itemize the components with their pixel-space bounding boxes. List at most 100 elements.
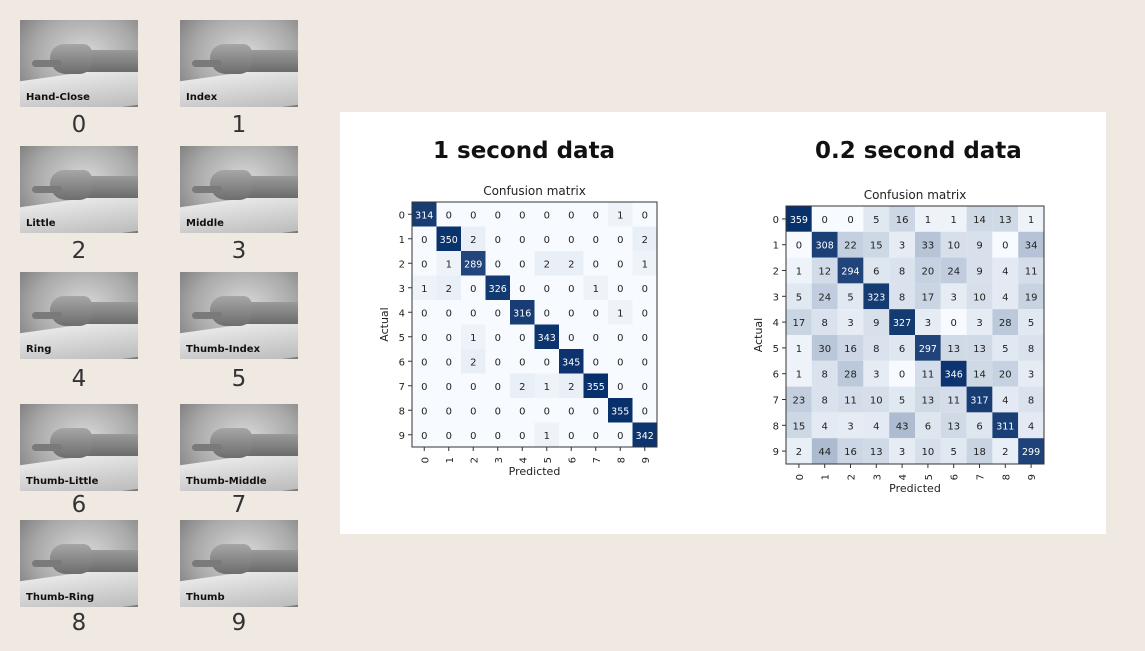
matrix-cell — [786, 257, 812, 284]
y-tick-label: 0 — [773, 215, 779, 226]
x-tick-label: 1 — [821, 474, 832, 480]
y-tick-label: 5 — [773, 344, 779, 355]
x-tick-label: 8 — [616, 457, 627, 463]
hand-photo: Thumb-Index — [180, 272, 298, 359]
matrix-cell — [461, 275, 486, 300]
y-tick-label: 7 — [773, 396, 779, 407]
matrix-cell — [889, 257, 915, 284]
cell-value: 0 — [822, 215, 828, 226]
x-tick-label: 5 — [543, 457, 554, 463]
cell-value: 2 — [1002, 447, 1008, 458]
cell-value: 2 — [470, 357, 476, 368]
x-tick-label: 9 — [1027, 474, 1038, 480]
cell-value: 8 — [822, 396, 828, 407]
cell-value: 0 — [642, 382, 648, 393]
cell-value: 0 — [519, 333, 525, 344]
matrix-cell — [863, 412, 890, 439]
cell-value: 0 — [593, 406, 599, 417]
matrix-cell — [992, 412, 1019, 439]
cell-value: 1 — [796, 370, 802, 381]
y-tick-label: 2 — [773, 267, 779, 278]
matrix-cell — [1018, 438, 1044, 464]
cell-value: 0 — [470, 382, 476, 393]
hand-photo: Middle — [180, 146, 298, 233]
matrix-cell — [811, 206, 838, 232]
cell-value: 9 — [976, 267, 982, 278]
cell-value: 5 — [899, 396, 905, 407]
matrix-cell — [510, 202, 535, 227]
matrix-cell — [940, 438, 967, 464]
cell-value: 289 — [464, 259, 482, 270]
cell-value: 0 — [617, 382, 623, 393]
matrix-cell — [863, 335, 890, 361]
matrix-cell — [940, 283, 967, 310]
matrix-cell — [992, 335, 1019, 361]
cell-value: 0 — [495, 210, 501, 221]
cell-value: 43 — [896, 421, 909, 432]
matrix-cell — [510, 275, 535, 300]
cell-value: 5 — [796, 292, 802, 303]
gesture-number: 9 — [231, 610, 247, 636]
matrix-cell — [485, 398, 510, 423]
matrix-cell — [992, 386, 1019, 413]
cell-value: 11 — [1025, 267, 1038, 278]
gesture-number: 7 — [231, 492, 247, 518]
cell-value: 327 — [893, 318, 911, 329]
cell-value: 0 — [951, 318, 957, 329]
matrix-cell — [786, 438, 812, 464]
cell-value: 311 — [996, 421, 1014, 432]
matrix-cell — [632, 324, 657, 349]
x-tick-label: 5 — [924, 474, 935, 480]
cell-value: 0 — [617, 235, 623, 246]
cell-value: 317 — [970, 396, 988, 407]
matrix-cell — [811, 231, 838, 258]
cell-value: 15 — [793, 421, 806, 432]
gesture-label: Thumb-Ring — [26, 592, 95, 603]
cell-value: 2 — [796, 447, 802, 458]
matrix-cell — [412, 422, 437, 447]
cell-value: 5 — [873, 215, 879, 226]
cell-value: 314 — [415, 210, 433, 221]
matrix-cell — [608, 422, 633, 447]
matrix-cell — [510, 422, 535, 447]
matrix-cell — [436, 349, 461, 374]
matrix-cell — [915, 206, 941, 232]
matrix-cell — [992, 231, 1019, 258]
gesture-image: Little — [20, 146, 138, 233]
gesture-label: Thumb-Little — [26, 476, 99, 487]
cell-value: 9 — [873, 318, 879, 329]
matrix-cell — [966, 360, 993, 387]
cell-value: 0 — [796, 241, 802, 252]
matrix-cell — [966, 283, 993, 310]
matrix-cell — [889, 206, 915, 232]
matrix-cell — [786, 283, 812, 310]
matrix-title: Confusion matrix — [864, 188, 967, 202]
y-tick-label: 8 — [399, 406, 405, 417]
matrix-cell — [461, 202, 486, 227]
cell-value: 3 — [951, 292, 957, 303]
matrix-cell — [534, 324, 559, 349]
y-tick-label: 7 — [399, 382, 405, 393]
matrix-cell — [966, 206, 993, 232]
gesture-number: 3 — [231, 238, 247, 264]
matrix-cell — [412, 398, 437, 423]
cell-value: 19 — [1025, 292, 1038, 303]
hand-photo: Thumb-Ring — [20, 520, 138, 607]
matrix-cell — [786, 386, 812, 413]
matrix-cell — [863, 360, 890, 387]
gesture-number: 6 — [71, 492, 87, 518]
matrix-cell — [863, 309, 890, 335]
y-tick-label: 9 — [773, 447, 779, 458]
matrix-cell — [510, 300, 535, 325]
cell-value: 3 — [1028, 370, 1034, 381]
cell-value: 1 — [446, 259, 452, 270]
cell-value: 17 — [793, 318, 806, 329]
matrix-cell — [837, 283, 864, 310]
matrix-cell — [966, 231, 993, 258]
matrix-cell — [436, 226, 461, 251]
gesture-number: 1 — [231, 112, 247, 138]
matrix-cell — [940, 360, 967, 387]
cell-value: 0 — [593, 357, 599, 368]
matrix-cell — [863, 257, 890, 284]
cell-value: 0 — [617, 431, 623, 442]
